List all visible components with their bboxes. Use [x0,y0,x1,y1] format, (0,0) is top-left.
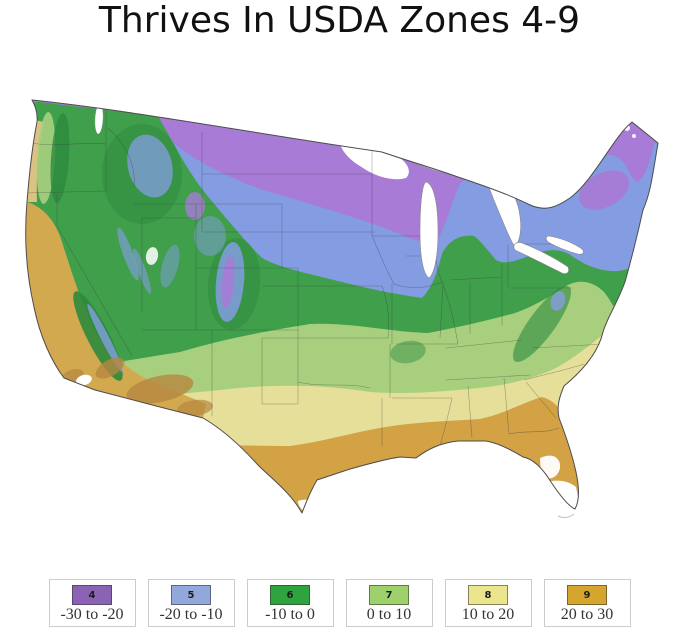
idaho-blue-patch [127,134,173,198]
zone9-west-region [25,202,206,418]
legend: 4 -30 to -20 5 -20 to -10 6 -10 to 0 7 0… [0,579,679,627]
legend-item-zone5: 5 -20 to -10 [147,579,235,627]
zone7-swatch: 7 [369,585,409,605]
map-svg [25,99,659,519]
us-outline [25,99,659,514]
arizona-brown-patch2 [95,357,125,379]
zone6-number: 6 [286,589,294,601]
page-title: Thrives In USDA Zones 4-9 [98,0,581,41]
zone6-swatch: 6 [270,585,310,605]
socal-white-patch1 [76,374,92,386]
zone4-number: 4 [88,589,96,601]
zone4-range: -30 to -20 [60,606,124,623]
newmexico-brown-patch [177,399,213,417]
wyoming-blue-patch [194,216,226,256]
pnw-lightgreen-patch [36,112,56,204]
maine-white-spot1 [624,125,630,131]
ozark-patch [390,340,426,364]
zone4-swatch: 4 [72,585,112,605]
zone5-swatch: 5 [171,585,211,605]
colorado-purple-patch [221,256,235,308]
zone8-swatch: 8 [468,585,508,605]
utah-blue-patch [160,244,180,288]
yellowstone-purple-patch [185,192,205,220]
lake-michigan [419,181,439,279]
zone9-number: 9 [583,589,591,601]
socal-white-patch2 [64,388,76,398]
zone6-range: -10 to 0 [265,606,315,623]
sierra-blue-streak [87,304,123,372]
lake-erie [513,242,569,274]
nevada-blue-streak1 [117,227,139,281]
arizona-brown-patch1 [126,374,194,404]
mountain-brown-patches [60,357,213,417]
zone7-number: 7 [385,589,393,601]
zone9-swatch: 9 [567,585,607,605]
legend-item-zone4: 4 -30 to -20 [48,579,136,627]
zone9-range: 20 to 30 [560,606,614,623]
zone8-range: 10 to 20 [461,606,515,623]
great-salt-lake [145,247,159,265]
legend-item-zone6: 6 -10 to 0 [246,579,334,627]
maine-white-spot2 [632,134,636,138]
allegheny-blue-patch [550,291,566,311]
zone7-range: 0 to 10 [366,606,412,623]
zone5-number: 5 [187,589,195,601]
adirondack-purple-patch [578,170,630,210]
lake-ontario [545,235,584,255]
us-hardiness-map [10,86,670,570]
legend-item-zone9: 9 20 to 30 [543,579,631,627]
legend-item-zone8: 8 10 to 20 [444,579,532,627]
north-minnesota-white [340,142,409,180]
florida-keys [557,513,575,519]
zone4-patches [185,170,630,308]
zone5-range: -20 to -10 [159,606,223,623]
state-borders [25,108,607,447]
sierra-patch [73,291,123,381]
cascades-patch [50,113,70,203]
legend-item-zone7: 7 0 to 10 [345,579,433,627]
zone8-number: 8 [484,589,492,601]
